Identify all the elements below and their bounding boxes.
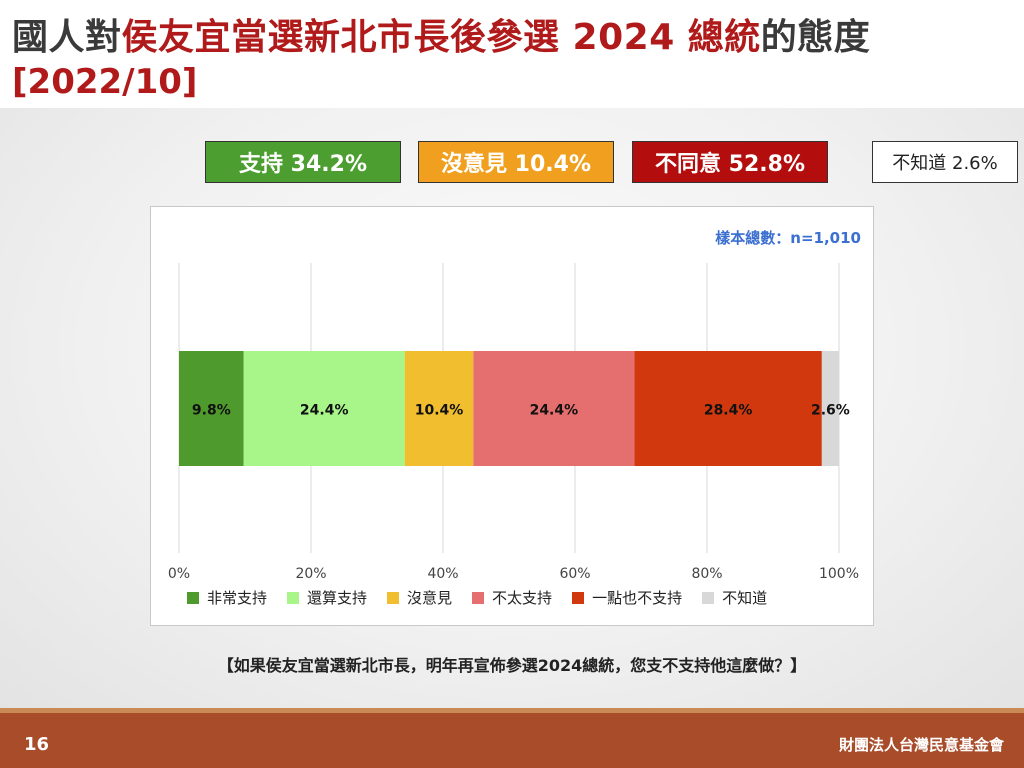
legend-label: 非常支持: [207, 589, 268, 607]
page-number: 16: [24, 734, 50, 755]
legend-label: 一點也不支持: [592, 589, 683, 607]
data-label: 24.4%: [300, 403, 349, 419]
legend-item: 非常支持: [187, 587, 267, 608]
sample-size-note: 樣本總數：n=1,010: [715, 229, 861, 247]
legend-swatch: [187, 591, 199, 604]
legend-item: 沒意見: [387, 587, 452, 608]
x-tick-label: 100%: [819, 566, 859, 582]
footer-bar: 16 財團法人台灣民意基金會: [0, 708, 1024, 768]
bar-segment: [634, 351, 822, 466]
survey-question: 【如果侯友宜當選新北市長，明年再宣佈參選2024總統，您支不支持他這麼做？】: [217, 656, 807, 675]
summary-support-box: 支持 34.2%: [205, 141, 401, 183]
data-label: 28.4%: [704, 403, 753, 419]
data-label: 9.8%: [192, 403, 231, 419]
legend-item: 一點也不支持: [572, 587, 682, 608]
legend-swatch: [387, 591, 400, 604]
summary-neutral-box: 沒意見 10.4%: [418, 141, 614, 183]
legend-item: 不太支持: [472, 587, 552, 608]
legend-swatch: [702, 591, 715, 604]
chart-legend: 非常支持 還算支持 沒意見 不太支持 一點也不支持 不知道: [187, 587, 837, 608]
bar-segment: [243, 351, 405, 466]
bar-segment: [179, 351, 244, 466]
x-tick-label: 80%: [691, 566, 722, 582]
legend-label: 沒意見: [407, 589, 453, 607]
legend-swatch: [472, 591, 485, 604]
title-prefix: 國人對: [12, 17, 122, 58]
legend-label: 還算支持: [307, 589, 368, 607]
legend-item: 還算支持: [287, 587, 367, 608]
bar-segment: [473, 351, 635, 466]
x-tick-label: 40%: [427, 566, 458, 582]
legend-swatch: [572, 591, 585, 604]
bar-segment: [821, 351, 839, 466]
title-area: 國人對侯友宜當選新北市長後參選 2024 總統的態度 [2022/10]: [0, 0, 1024, 108]
x-tick-label: 0%: [168, 566, 190, 582]
chart-panel: 樣本總數：n=1,010 0% 20% 40% 60% 80% 100% 9.8% 24.4%…: [150, 206, 874, 626]
data-label: 2.6%: [811, 403, 850, 419]
stacked-bar-chart: 0% 20% 40% 60% 80% 100% 9.8% 24.4% 10.4% 24.4% 28.…: [168, 263, 859, 582]
title-suffix: 的態度: [760, 17, 871, 58]
x-tick-label: 60%: [559, 566, 590, 582]
legend-swatch: [287, 591, 300, 604]
bar-segment: [404, 351, 474, 466]
legend-label: 不太支持: [492, 589, 553, 607]
footer-rule: [0, 708, 1024, 713]
summary-unknown-box: 不知道 2.6%: [872, 141, 1018, 183]
data-label: 24.4%: [530, 403, 579, 419]
organization-name: 財團法人台灣民意基金會: [838, 736, 1004, 754]
legend-label: 不知道: [722, 589, 768, 607]
summary-oppose-box: 不同意 52.8%: [632, 141, 828, 183]
data-label: 10.4%: [415, 403, 464, 419]
x-tick-label: 20%: [295, 566, 326, 582]
legend-item: 不知道: [702, 587, 767, 608]
page-title: 國人對侯友宜當選新北市長後參選 2024 總統的態度: [12, 8, 870, 60]
title-date: [2022/10]: [12, 62, 198, 102]
title-highlight: 侯友宜當選新北市長後參選 2024 總統: [121, 17, 761, 58]
